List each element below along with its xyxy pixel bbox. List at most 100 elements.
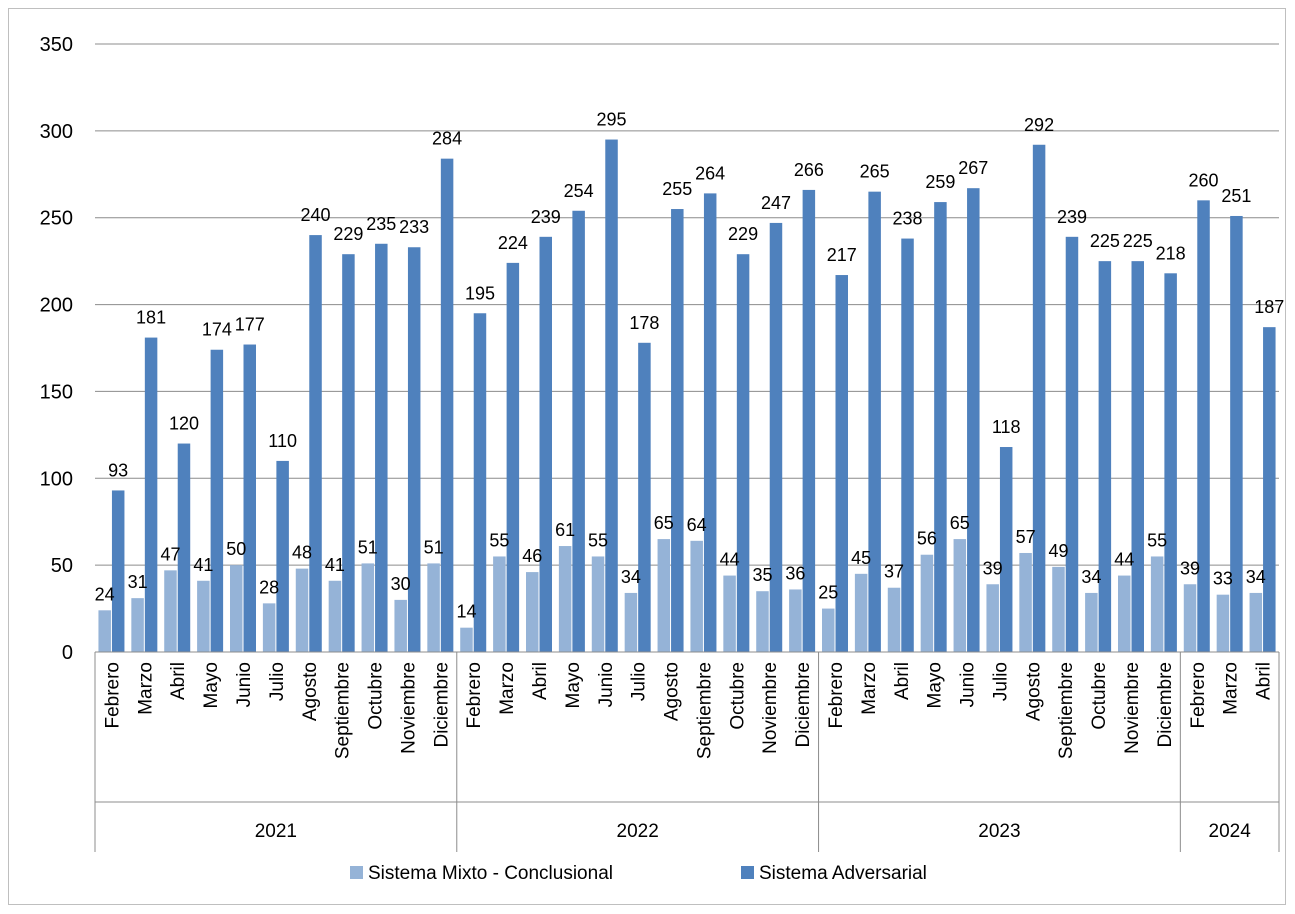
bar-mixto — [164, 570, 177, 652]
data-label-mixto: 34 — [621, 567, 641, 587]
x-tick-label: Julio — [990, 662, 1011, 701]
data-label-adversarial: 255 — [662, 179, 692, 199]
data-label-mixto: 14 — [456, 602, 476, 622]
x-tick-label: Junio — [958, 662, 979, 707]
data-label-mixto: 39 — [983, 558, 1003, 578]
bar-adversarial — [638, 342, 651, 652]
bar-mixto — [1216, 594, 1230, 652]
bar-adversarial — [671, 209, 684, 652]
bar-adversarial — [1164, 273, 1177, 652]
data-label-mixto: 55 — [1147, 530, 1167, 550]
year-group-label: 2022 — [617, 821, 659, 842]
data-label-mixto: 65 — [654, 513, 674, 533]
x-tick-label: Abril — [530, 662, 551, 700]
bar-mixto — [1183, 584, 1197, 652]
data-label-mixto: 50 — [226, 539, 246, 559]
bar-mixto — [953, 539, 967, 652]
year-group-label: 2021 — [255, 821, 297, 842]
bar-adversarial — [901, 238, 914, 652]
data-label-mixto: 65 — [950, 513, 970, 533]
x-tick-label: Diciembre — [793, 662, 814, 748]
bar-mixto — [230, 565, 243, 652]
y-tick-label: 100 — [40, 468, 73, 490]
bar-mixto — [1118, 575, 1131, 652]
x-tick-label: Diciembre — [431, 662, 452, 748]
data-label-mixto: 61 — [555, 520, 575, 540]
bar-mixto — [493, 556, 506, 652]
bar-adversarial — [473, 313, 487, 652]
x-tick-label: Febrero — [826, 662, 847, 729]
bar-mixto — [822, 608, 835, 652]
bar-mixto — [427, 563, 440, 652]
x-tick-label: Octubre — [1089, 662, 1110, 730]
data-label-adversarial: 235 — [366, 214, 396, 234]
data-label-mixto: 51 — [424, 537, 444, 557]
bar-adversarial — [1098, 261, 1112, 652]
data-label-mixto: 47 — [160, 544, 180, 564]
data-label-mixto: 45 — [851, 548, 871, 568]
bar-adversarial — [769, 222, 783, 652]
data-label-adversarial: 247 — [761, 193, 791, 213]
bar-chart: 0 50 100 150 200 250 300 350 24 93 31 181 47 120 41 17… — [40, 34, 1285, 884]
bar-adversarial — [868, 191, 881, 652]
data-label-adversarial: 177 — [235, 315, 265, 335]
data-label-adversarial: 181 — [136, 308, 166, 328]
bar-adversarial — [572, 210, 585, 652]
data-label-adversarial: 266 — [794, 160, 824, 180]
bar-mixto — [1150, 556, 1164, 652]
x-tick-label: Mayo — [925, 662, 946, 708]
data-label-mixto: 44 — [720, 550, 740, 570]
x-tick-label: Febrero — [1188, 662, 1209, 729]
data-labels: 24 93 31 181 47 120 41 174 50 177 28 110 48 240 41 229 5… — [95, 110, 1285, 622]
x-tick-label: Septiembre — [333, 662, 354, 759]
x-tick-label: Febrero — [102, 662, 123, 729]
bar-adversarial — [309, 235, 322, 653]
bar-mixto — [1249, 592, 1263, 652]
bar-adversarial — [539, 236, 552, 652]
bar-adversarial — [144, 337, 158, 652]
data-label-adversarial: 224 — [498, 233, 528, 253]
bar-mixto — [986, 584, 999, 652]
bar-adversarial — [440, 158, 454, 652]
x-tick-label: Julio — [629, 662, 650, 701]
bar-mixto — [460, 627, 473, 652]
data-label-adversarial: 259 — [925, 172, 955, 192]
x-tick-label: Julio — [267, 662, 288, 701]
data-label-mixto: 51 — [358, 537, 378, 557]
bar-mixto — [920, 554, 934, 652]
x-axis: Febrero Marzo Abril Mayo Junio Julio Agosto Sep… — [94, 651, 1280, 852]
x-tick-label: Marzo — [859, 662, 880, 715]
data-label-mixto: 48 — [292, 543, 312, 563]
data-label-adversarial: 260 — [1189, 170, 1219, 190]
data-label-mixto: 55 — [588, 530, 608, 550]
data-label-adversarial: 120 — [169, 414, 199, 434]
x-tick-label: Noviembre — [1122, 662, 1143, 754]
bar-mixto — [1019, 552, 1032, 652]
legend-swatch — [741, 866, 754, 879]
data-label-adversarial: 178 — [629, 313, 659, 333]
data-label-adversarial: 267 — [958, 158, 988, 178]
data-label-mixto: 31 — [128, 572, 148, 592]
bar-adversarial — [177, 443, 191, 652]
bar-mixto — [361, 563, 375, 652]
data-label-adversarial: 229 — [728, 224, 758, 244]
bar-adversarial — [243, 344, 256, 652]
bar-mixto — [328, 580, 342, 652]
data-label-adversarial: 254 — [564, 181, 594, 201]
data-label-mixto: 39 — [1180, 558, 1200, 578]
y-tick-label: 300 — [40, 121, 73, 143]
data-label-mixto: 35 — [752, 565, 772, 585]
data-label-adversarial: 251 — [1221, 186, 1251, 206]
legend: Sistema Mixto - Conclusional Sistema Adve… — [350, 863, 927, 884]
x-tick-label: Septiembre — [694, 662, 715, 759]
year-group-label: 2024 — [1209, 821, 1252, 842]
bar-mixto — [690, 540, 703, 652]
bar-mixto — [197, 580, 210, 652]
data-label-adversarial: 229 — [333, 224, 363, 244]
bar-adversarial — [736, 254, 750, 653]
legend-label: Sistema Mixto - Conclusional — [368, 863, 613, 884]
x-tick-label: Marzo — [1221, 662, 1242, 715]
y-tick-label: 0 — [62, 642, 73, 664]
x-tick-label: Febrero — [464, 662, 485, 729]
data-label-adversarial: 238 — [893, 209, 923, 229]
